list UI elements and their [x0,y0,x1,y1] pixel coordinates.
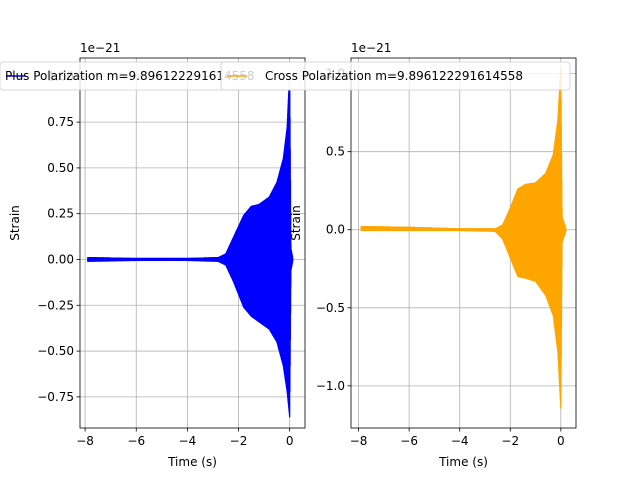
x-tick-label: −6 [400,434,418,448]
legend-label: Plus Polarization m=9.896122291614558 [5,69,255,83]
x-tick-label: 0 [286,434,294,448]
y-tick-label: 0.00 [47,252,74,266]
legend-label: Cross Polarization m=9.896122291614558 [265,69,523,83]
y-tick-label: 0.5 [326,145,345,159]
x-tick-label: −2 [501,434,519,448]
y-tick-label: 0.25 [47,207,74,221]
axes-frame [350,57,577,429]
series-line-1 [87,72,294,418]
x-tick-label: −8 [76,434,94,448]
offset-text: 1e−21 [80,41,120,55]
series-line-1 [360,68,567,409]
x-axis-label: Time (s) [167,455,217,469]
legend-box [220,61,571,91]
y-tick-label: 0.50 [47,161,74,175]
y-tick-label: 0.0 [326,223,345,237]
y-axis-label: Strain [289,205,303,241]
legend: Cross Polarization m=9.896122291614558 [220,61,571,91]
offset-text: 1e−21 [351,41,391,55]
x-tick-label: −6 [127,434,145,448]
subplot-1: −8 −6 −4 −2 0 −0.75 −0.50 −0.25 0.00 0.25 0.50 0.75… [0,41,306,469]
axes-frame [79,57,306,429]
x-tick-label: −8 [350,434,368,448]
y-tick-label: −0.25 [37,298,74,312]
x-tick-label: −2 [230,434,248,448]
x-tick-label: −4 [451,434,469,448]
y-tick-label: −0.50 [37,344,74,358]
x-tick-label: 0 [557,434,565,448]
x-axis-label: Time (s) [438,455,488,469]
y-tick-label: −1.0 [316,379,345,393]
y-tick-label: 0.75 [47,115,74,129]
x-tick-label: −4 [179,434,197,448]
y-tick-label: −0.5 [316,301,345,315]
y-tick-label: −0.75 [37,390,74,404]
y-axis-label: Strain [8,205,22,241]
